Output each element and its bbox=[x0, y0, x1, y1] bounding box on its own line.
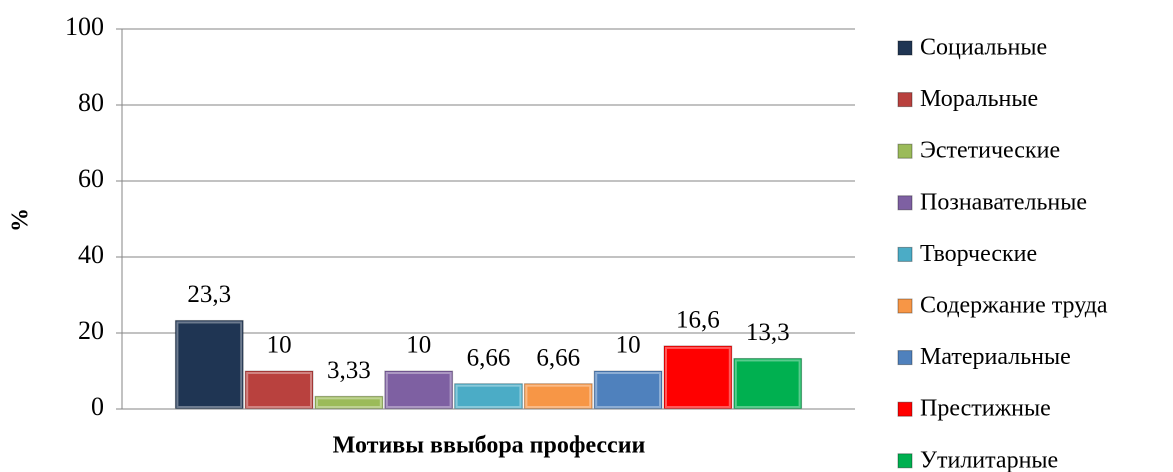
bar bbox=[174, 319, 244, 410]
legend-swatch bbox=[897, 195, 913, 211]
data-label: 16,6 bbox=[676, 307, 720, 334]
data-label: 10 bbox=[406, 332, 431, 359]
data-label: 13,3 bbox=[746, 319, 790, 346]
legend-swatch bbox=[897, 350, 913, 366]
x-axis-label: Мотивы ввыбора профессии bbox=[333, 433, 646, 459]
legend-swatch bbox=[897, 246, 913, 262]
bar bbox=[454, 383, 523, 410]
bar-bevel bbox=[525, 384, 592, 408]
bar bbox=[663, 345, 733, 410]
legend-label: Творческие bbox=[920, 241, 1037, 267]
y-tick-label: 40 bbox=[78, 240, 104, 269]
data-label: 6,66 bbox=[536, 344, 580, 371]
bar-bevel bbox=[595, 372, 662, 408]
data-label: 23,3 bbox=[187, 281, 231, 308]
bar bbox=[733, 357, 803, 410]
legend-swatch bbox=[897, 298, 913, 314]
legend-swatch bbox=[897, 92, 913, 108]
bar-bevel bbox=[316, 397, 382, 409]
y-tick-label: 0 bbox=[91, 392, 104, 421]
data-label: 10 bbox=[616, 332, 641, 359]
data-label: 3,33 bbox=[327, 357, 371, 384]
legend-swatch bbox=[897, 453, 913, 469]
legend-label: Эстетические bbox=[920, 138, 1060, 164]
legend-label: Социальные bbox=[920, 35, 1047, 61]
y-tick-label: 20 bbox=[78, 316, 104, 345]
legend-label: Познавательные bbox=[920, 189, 1087, 215]
bar bbox=[523, 383, 593, 410]
legend-label: Утилитарные bbox=[920, 447, 1058, 472]
legend-swatch bbox=[897, 143, 913, 159]
legend-swatch bbox=[897, 40, 913, 56]
bar bbox=[244, 370, 314, 410]
y-tick-label: 80 bbox=[78, 88, 104, 117]
data-label: 6,66 bbox=[467, 344, 511, 371]
legend-label: Престижные bbox=[920, 396, 1051, 422]
legend-label: Содержание труда bbox=[920, 293, 1108, 319]
legend-swatch bbox=[897, 401, 913, 417]
bar bbox=[384, 370, 454, 410]
bar-bevel bbox=[665, 346, 731, 409]
bar-bevel bbox=[734, 359, 801, 408]
legend-label: Моральные bbox=[920, 86, 1038, 112]
y-axis-label: % bbox=[8, 208, 34, 232]
y-tick-label: 60 bbox=[78, 164, 104, 193]
bar-bevel bbox=[176, 321, 243, 408]
bar-bevel bbox=[385, 372, 452, 408]
data-label: 10 bbox=[267, 332, 292, 359]
legend-label: Материальные bbox=[920, 344, 1071, 370]
y-tick-label: 100 bbox=[65, 12, 104, 41]
bar bbox=[593, 370, 663, 410]
bar-bevel bbox=[246, 372, 312, 408]
bar-bevel bbox=[455, 384, 522, 408]
